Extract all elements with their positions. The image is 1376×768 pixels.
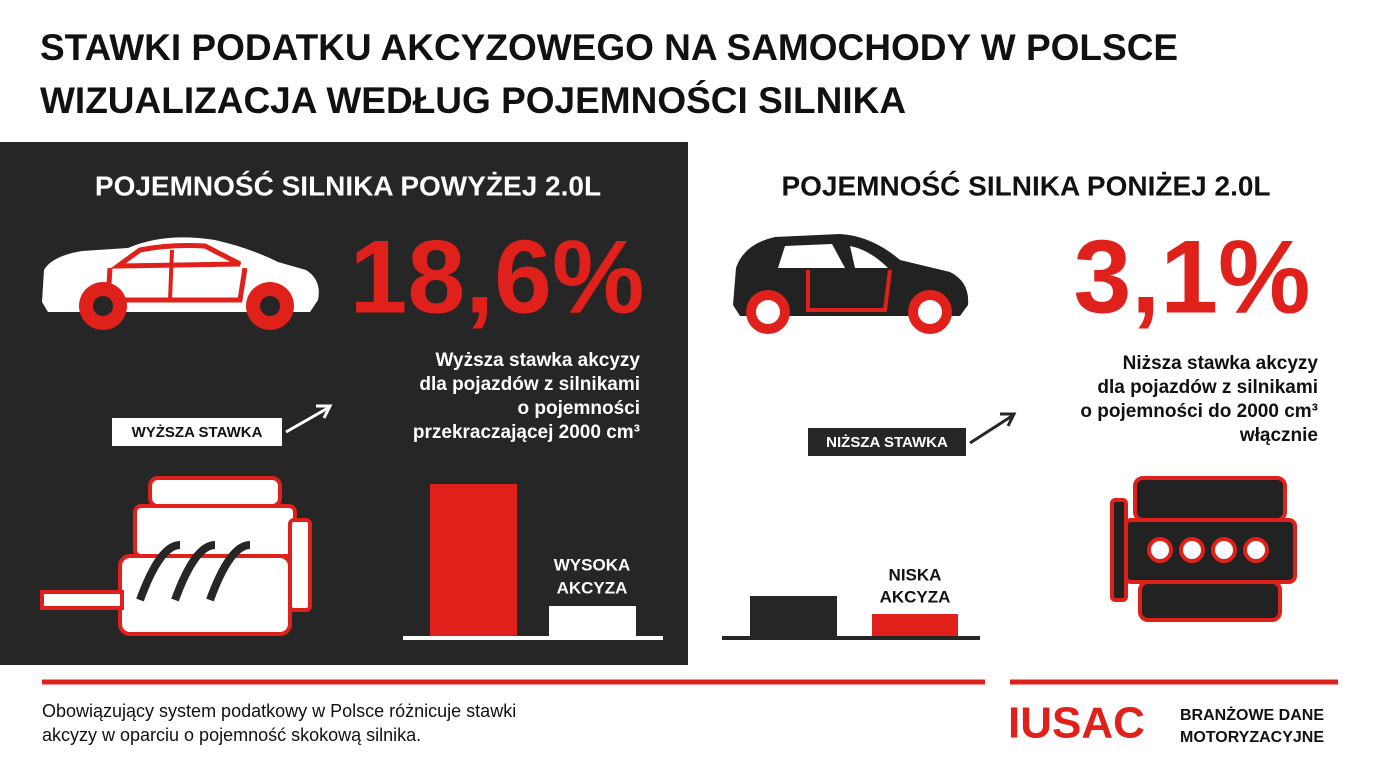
footer-text: akcyzy w oparciu o pojemność skokową sil… <box>42 725 421 745</box>
title-line: WIZUALIZACJA WEDŁUG POJEMNOŚCI SILNIKA <box>40 79 906 121</box>
dark-panel <box>0 142 688 665</box>
rate: 3,1% <box>1073 219 1310 335</box>
title-line: STAWKI PODATKU AKCYZOWEGO NA SAMOCHODY W… <box>40 27 1178 68</box>
bar-label: WYSOKA <box>554 555 631 574</box>
tagline: BRANŻOWE DANE <box>1180 706 1324 724</box>
engine-icon <box>40 476 312 636</box>
bar-illustration <box>549 606 636 637</box>
tagline: MOTORYZACYJNE <box>1180 729 1324 746</box>
panel-heading: POJEMNOŚĆ SILNIKA POWYŻEJ 2.0L <box>95 170 601 201</box>
description-line: przekraczającej 2000 cm³ <box>413 422 640 443</box>
bar-label: AKCYZA <box>557 578 628 597</box>
engine-icon <box>1110 476 1297 622</box>
bar-label: NISKA <box>889 565 942 584</box>
bar-label: AKCYZA <box>880 587 951 606</box>
description-line: dla pojazdów z silnikami <box>1097 377 1318 398</box>
panel-heading: POJEMNOŚĆ SILNIKA PONIŻEJ 2.0L <box>781 170 1270 201</box>
sedan-icon <box>42 237 319 330</box>
tag: WYŻSZA STAWKA <box>132 424 263 441</box>
tag-box <box>112 418 282 446</box>
bar-illustration <box>430 484 517 637</box>
hatchback-icon <box>733 234 969 334</box>
tag: NIŻSZA STAWKA <box>826 434 948 451</box>
description-line: Niższa stawka akcyzy <box>1123 353 1319 374</box>
tag-box <box>808 428 966 456</box>
rate: 18,6% <box>350 219 645 335</box>
description-line: o pojemności <box>518 398 640 419</box>
logo: IUSAC <box>1008 699 1145 748</box>
footer-text: Obowiązujący system podatkowy w Polsce r… <box>42 701 516 721</box>
bar-illustration <box>872 614 958 637</box>
description-line: dla pojazdów z silnikami <box>419 374 640 395</box>
description-line: o pojemności do 2000 cm³ <box>1080 401 1318 422</box>
description-line: włącznie <box>1239 425 1318 446</box>
arrow <box>285 404 333 434</box>
bar-illustration <box>750 596 837 637</box>
description-line: Wyższa stawka akcyzy <box>435 350 640 371</box>
arrow <box>969 412 1017 445</box>
